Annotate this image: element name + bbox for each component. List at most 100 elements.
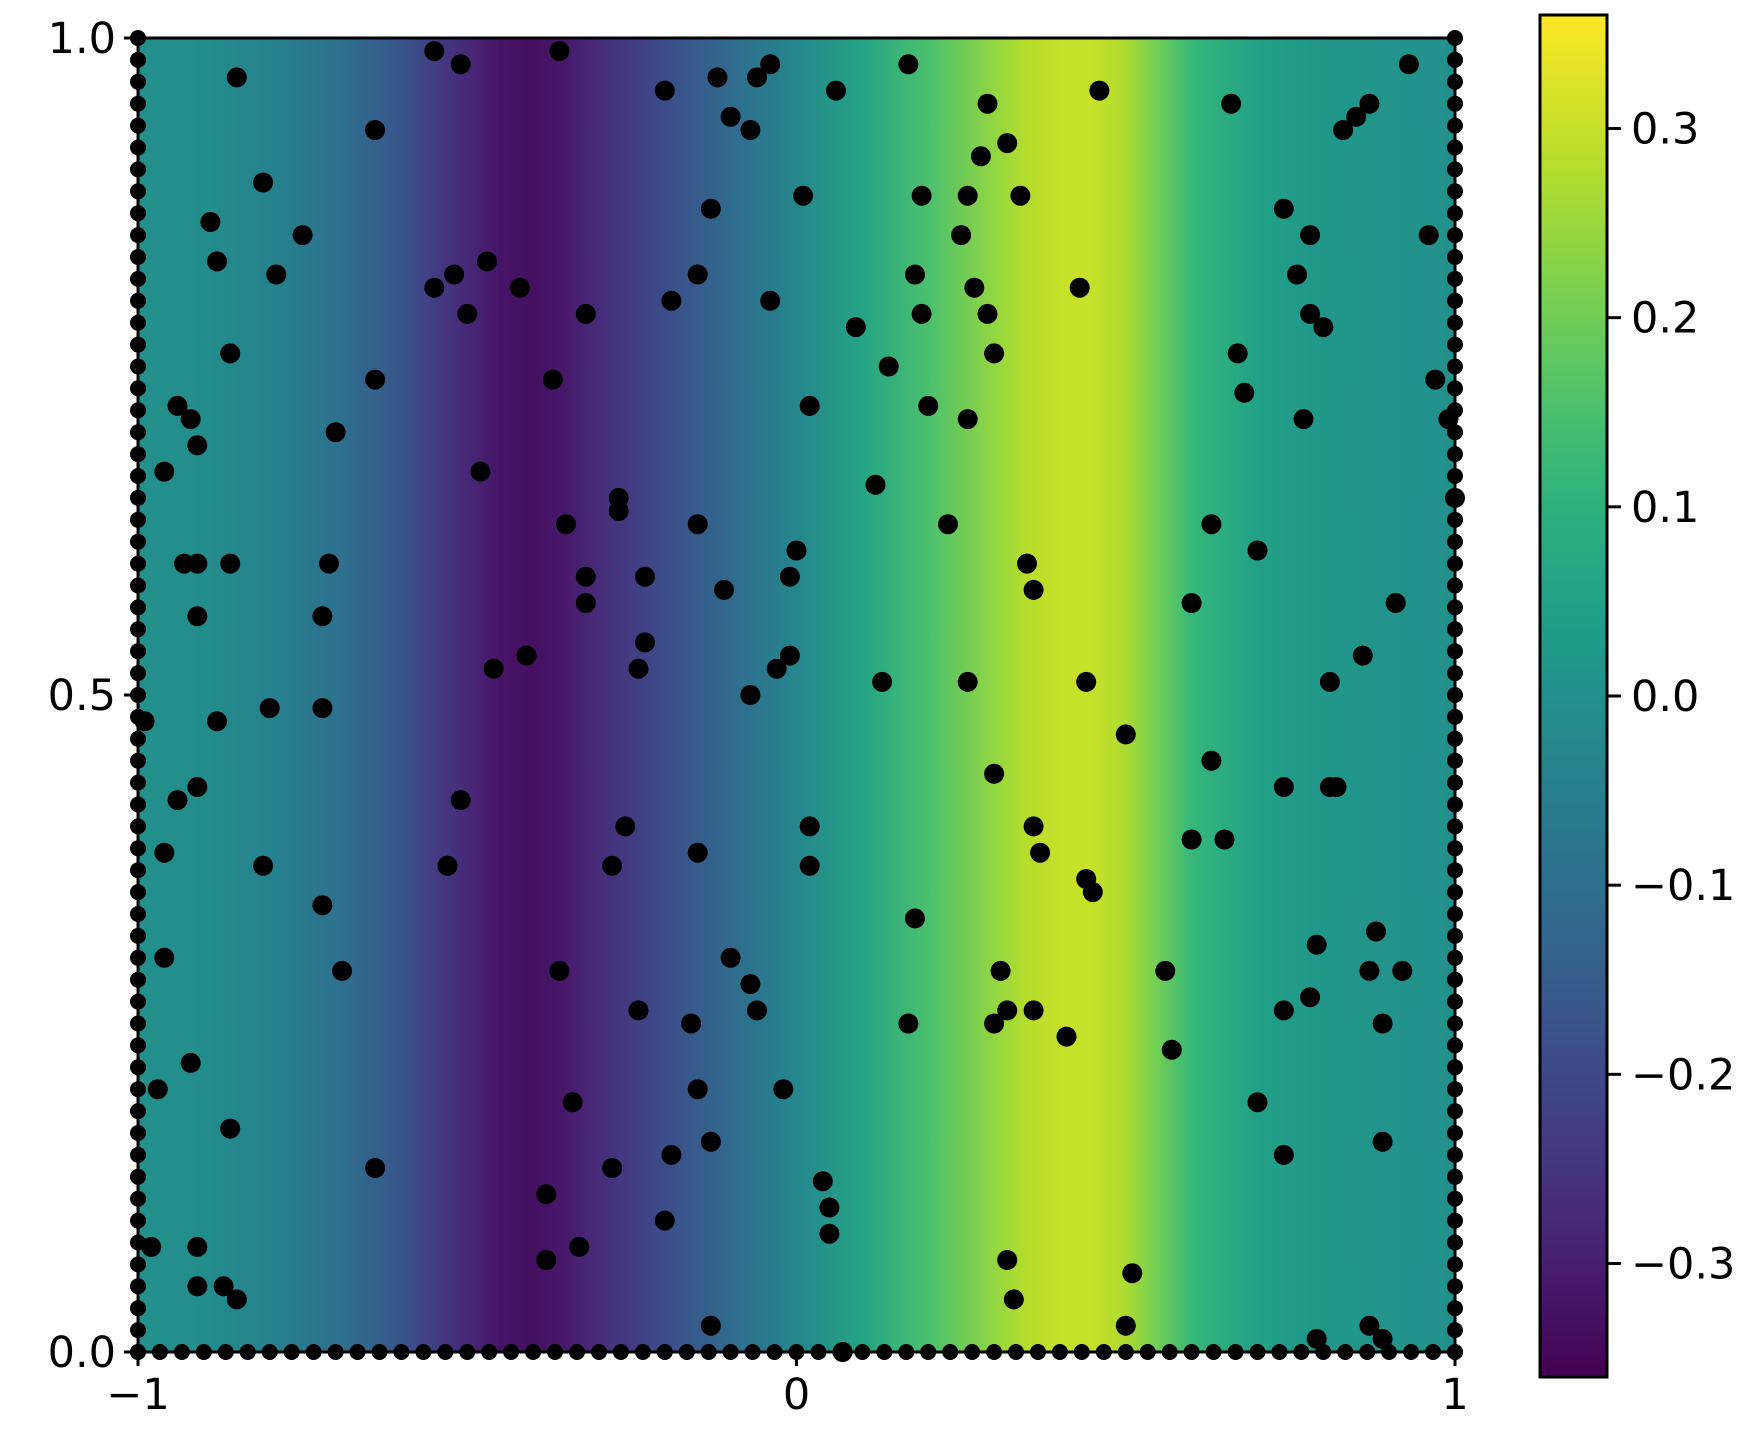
y-axis: 0.0 0.5 1.0 <box>48 14 138 1378</box>
scatter-point <box>1359 1315 1380 1336</box>
scatter-point <box>200 212 221 232</box>
x-tick-label: 1 <box>1441 1370 1468 1420</box>
scatter-point <box>1161 1039 1182 1060</box>
scatter-point <box>1359 93 1380 114</box>
scatter-point <box>766 658 787 679</box>
colorbar-tick-label: −0.2 <box>1631 1050 1735 1100</box>
scatter-point <box>799 395 820 416</box>
colorbar-ticks: −0.3 −0.2 −0.1 0.0 0.1 0.2 0.3 <box>1607 105 1735 1290</box>
scatter-point <box>147 1079 168 1100</box>
scatter-point <box>569 1236 590 1257</box>
plot-area <box>130 30 1465 1362</box>
scatter-point <box>213 1276 234 1297</box>
scatter-point <box>984 763 1005 784</box>
scatter-point <box>1319 671 1340 692</box>
scatter-point <box>1372 1328 1393 1349</box>
scatter-point <box>608 487 629 508</box>
scatter-point <box>207 251 227 272</box>
scatter-point <box>1293 409 1314 430</box>
scatter-point <box>997 1000 1018 1021</box>
scatter-point <box>1352 645 1373 666</box>
scatter-point <box>1030 842 1051 863</box>
scatter-point <box>187 777 208 797</box>
scatter-point <box>977 303 998 324</box>
scatter-point <box>1155 960 1176 981</box>
scatter-point <box>1300 987 1321 1008</box>
scatter-point <box>1385 593 1406 613</box>
scatter-point <box>826 80 846 101</box>
scatter-point <box>740 120 761 140</box>
scatter-point <box>997 133 1018 154</box>
scatter-point <box>365 1158 386 1178</box>
scatter-point <box>444 264 465 285</box>
scatter-point <box>1366 921 1386 942</box>
y-tick-label: 0.5 <box>48 671 116 721</box>
scatter-point <box>1221 93 1242 114</box>
scatter-point <box>180 1052 201 1073</box>
scatter-point <box>1398 54 1419 75</box>
scatter-point <box>187 435 208 456</box>
scatter-point <box>220 1118 241 1139</box>
scatter-point <box>970 146 991 167</box>
scatter-point <box>1201 750 1222 771</box>
scatter-point <box>799 855 820 876</box>
heatmap-field <box>138 38 1455 1352</box>
scatter-point <box>450 54 471 75</box>
scatter-point <box>938 514 958 535</box>
scatter-point <box>845 317 866 338</box>
scatter-point <box>549 41 570 62</box>
scatter-point <box>1234 382 1255 403</box>
scatter-point <box>865 474 886 495</box>
scatter-point <box>615 816 636 837</box>
scatter-point <box>1214 829 1235 850</box>
scatter-point <box>740 685 761 705</box>
scatter-point <box>878 356 899 377</box>
scatter-point <box>687 264 708 285</box>
scatter-point <box>332 960 353 981</box>
scatter-point <box>1017 553 1037 574</box>
scatter-point <box>700 198 721 219</box>
scatter-point <box>1372 1013 1393 1034</box>
scatter-point <box>911 185 932 206</box>
scatter-point <box>1306 934 1327 955</box>
colorbar-gradient <box>1538 13 1609 1379</box>
x-axis: −1 0 1 <box>106 1352 1469 1420</box>
scatter-point <box>1181 829 1202 850</box>
scatter-point <box>1273 777 1294 797</box>
scatter-point <box>266 264 287 285</box>
scatter-point <box>1122 1263 1143 1284</box>
scatter-point <box>681 1013 702 1034</box>
scatter-point <box>799 816 820 837</box>
scatter-point <box>1326 777 1347 797</box>
scatter-point <box>687 514 708 535</box>
scatter-point <box>1023 1000 1044 1021</box>
scatter-point <box>575 303 596 324</box>
scatter-point <box>477 251 497 272</box>
scatter-point <box>220 553 241 574</box>
scatter-point <box>773 1079 794 1100</box>
scatter-point <box>1089 80 1110 101</box>
scatter-point <box>536 1250 557 1270</box>
scatter-point <box>635 566 655 587</box>
scatter-point <box>437 855 458 876</box>
scatter-point <box>450 790 471 811</box>
scatter-point <box>1082 882 1103 903</box>
scatter-point <box>365 120 386 140</box>
scatter-point <box>779 566 800 587</box>
scatter-point <box>483 658 504 679</box>
scatter-point <box>654 1210 675 1231</box>
scatter-point <box>720 106 741 127</box>
scatter-point <box>312 698 333 719</box>
scatter-point <box>872 671 893 692</box>
scatter-point <box>207 711 227 732</box>
scatter-point <box>898 54 919 75</box>
scatter-point <box>226 67 247 88</box>
scatter-point <box>1201 514 1222 535</box>
colorbar-tick-label: 0.1 <box>1631 483 1699 533</box>
scatter-point <box>220 343 241 364</box>
scatter-point <box>984 343 1005 364</box>
scatter-point <box>1023 816 1044 837</box>
scatter-point <box>187 1236 208 1257</box>
scatter-point <box>812 1171 833 1192</box>
colorbar-tick-label: 0.2 <box>1631 294 1699 344</box>
